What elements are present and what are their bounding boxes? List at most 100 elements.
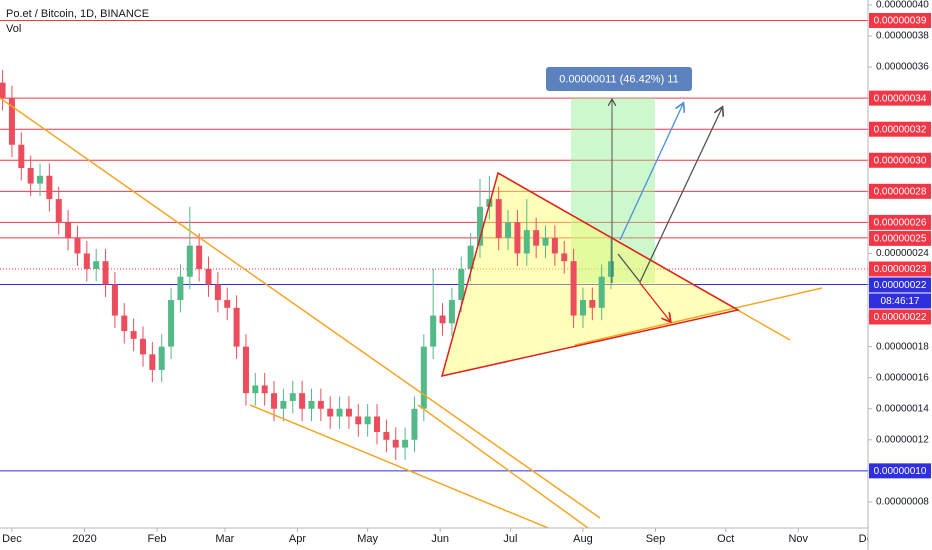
- candle-body: [55, 199, 62, 223]
- candle-body: [420, 346, 427, 409]
- candle-body: [542, 237, 549, 246]
- x-tick-label: Oct: [717, 533, 734, 545]
- level-label-box: [869, 90, 931, 106]
- candle-body: [102, 261, 109, 285]
- candle-body: [242, 346, 249, 394]
- candle-body: [505, 222, 512, 238]
- candle-body: [561, 253, 568, 262]
- y-tick-label: 0.00000012: [876, 434, 929, 445]
- x-tick-label: Mar: [215, 533, 234, 545]
- candle-body: [299, 393, 306, 409]
- level-label-box: [869, 183, 931, 199]
- candle-body: [8, 98, 15, 145]
- level-label: 0.00000025: [874, 234, 927, 245]
- candles: [0, 70, 615, 460]
- x-tick-label: May: [357, 533, 378, 545]
- candle-body: [149, 354, 156, 370]
- candle-body: [111, 284, 118, 316]
- level-label: 0.00000039: [874, 16, 927, 27]
- candle-body: [589, 300, 596, 308]
- y-tick-label: 0.00000014: [876, 403, 929, 414]
- candle-body: [467, 245, 474, 269]
- level-label-box: [869, 309, 931, 325]
- candle-body: [523, 230, 530, 254]
- candle-body: [476, 206, 483, 246]
- level-label: 0.00000032: [874, 124, 927, 135]
- candle-body: [93, 261, 100, 269]
- level-label-box: [869, 12, 931, 28]
- x-tick-label: Dec: [2, 533, 22, 545]
- y-tick-label: 0.00000040: [876, 0, 929, 11]
- candle-body: [168, 300, 175, 347]
- candle-body: [570, 261, 577, 316]
- triangle-edge: [440, 171, 741, 378]
- chart-title: Po.et / Bitcoin, 1D, BINANCE: [6, 8, 149, 20]
- candle-body: [448, 300, 455, 324]
- countdown-label: 08:46:17: [881, 296, 920, 307]
- y-tick-label: 0.00000036: [876, 62, 929, 73]
- candle-body: [402, 439, 409, 448]
- candle-body: [65, 222, 72, 238]
- level-label: 0.00000028: [874, 186, 927, 197]
- candle-body: [608, 261, 615, 277]
- level-label: 0.00000034: [874, 93, 927, 104]
- last-price-label-box: [869, 277, 931, 293]
- level-label: 0.00000010: [874, 466, 927, 477]
- levels: [0, 19, 868, 472]
- candle-body: [177, 276, 184, 301]
- candle-body: [364, 416, 371, 425]
- y-tick-label: 0.00000018: [876, 341, 929, 352]
- candle-body: [74, 237, 81, 254]
- candle-body: [214, 284, 221, 301]
- trend-line: [574, 287, 823, 346]
- x-tick-label: Apr: [289, 533, 306, 545]
- level-label: 0.00000022: [874, 312, 927, 323]
- level-label: 0.00000030: [874, 155, 927, 166]
- candle-body: [130, 331, 137, 339]
- candle-body: [317, 400, 324, 409]
- candle-body: [46, 175, 53, 200]
- candle-body: [205, 268, 212, 285]
- x-tick-label: Jul: [503, 533, 517, 545]
- candle-body: [233, 307, 240, 347]
- last-price-label: 0.00000022: [874, 280, 927, 291]
- candle-body: [355, 416, 362, 425]
- candle-body: [121, 315, 128, 332]
- arrow: [617, 108, 722, 284]
- x-tick-label: 2020: [72, 533, 96, 545]
- candle-body: [139, 338, 146, 355]
- level-label: 0.00000023: [874, 264, 927, 275]
- candle-body: [336, 408, 343, 417]
- x-tick-label: Feb: [148, 533, 167, 545]
- candle-body: [37, 175, 44, 184]
- candle-body: [196, 245, 203, 269]
- x-tick-label: Jun: [431, 533, 449, 545]
- x-tick-label: Nov: [788, 533, 808, 545]
- y-tick-label: 0.00000038: [876, 31, 929, 42]
- y-tick-label: 0.00000016: [876, 372, 929, 383]
- candle-body: [514, 222, 521, 254]
- level-label-box: [869, 121, 931, 137]
- candle-body: [495, 199, 502, 238]
- candle-body: [158, 346, 165, 370]
- measure-label: 0.00000011 (46.42%) 11: [559, 73, 678, 85]
- volume-label: Vol: [6, 23, 21, 35]
- candle-body: [533, 230, 540, 246]
- candle-body: [551, 237, 558, 254]
- y-tick-label: 0.00000024: [876, 248, 929, 259]
- level-label-box: [869, 214, 931, 230]
- candle-body: [458, 268, 465, 301]
- arrow: [619, 104, 683, 241]
- x-tick-label: Sep: [646, 533, 666, 545]
- y-axis: 0.00000008 0.00000010 0.00000012 0.00000014…: [868, 0, 932, 550]
- candle-body: [598, 276, 605, 308]
- candle-body: [83, 253, 90, 269]
- candle-body: [579, 300, 586, 316]
- candle-body: [374, 416, 381, 433]
- candle-body: [261, 385, 268, 394]
- candle-body: [27, 168, 34, 184]
- level-label-box: [869, 152, 931, 168]
- level-label: 0.00000026: [874, 218, 927, 229]
- trend-line: [249, 404, 549, 528]
